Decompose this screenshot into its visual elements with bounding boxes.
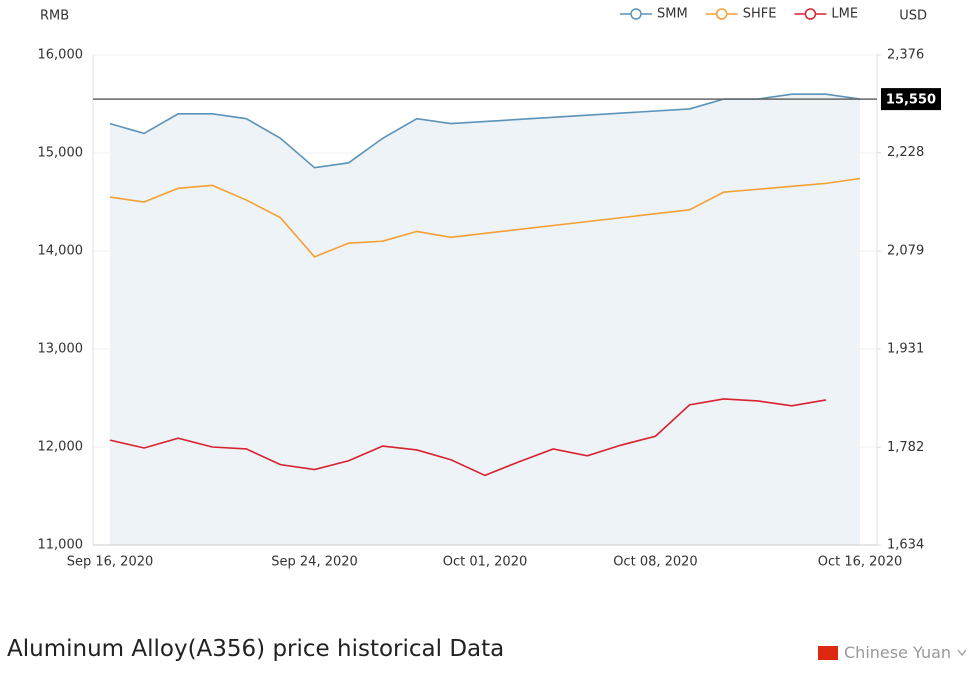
y-tick-label: 14,000: [38, 244, 84, 259]
x-tick-label: Oct 16, 2020: [818, 555, 903, 570]
chart: RMB USD SMMmetal.com11,00012,00013,00014…: [38, 7, 941, 570]
reference-badge: [881, 88, 941, 111]
series-line: [109, 93, 861, 169]
area: [110, 94, 860, 545]
y2-axis-label: USD: [899, 9, 927, 24]
y-axis-label: RMB: [40, 9, 69, 24]
legend-label: SHFE: [743, 7, 777, 22]
x-tick-label: Sep 16, 2020: [67, 555, 154, 570]
series-line: [109, 177, 861, 258]
y2-tick-label: 2,079: [887, 244, 924, 259]
y-tick-label: 13,000: [38, 342, 84, 357]
flag: [818, 645, 838, 660]
y2-tick-label: 1,782: [887, 440, 924, 455]
y-tick-label: 12,000: [38, 440, 84, 455]
y-tick-label: 15,000: [38, 146, 84, 161]
currency-label: Chinese Yuan: [844, 643, 952, 662]
legend-marker: [715, 8, 728, 20]
reference-label: 15,550: [886, 93, 936, 108]
x-tick-label: Sep 24, 2020: [271, 555, 358, 570]
series-line: [109, 398, 827, 477]
x-tick-label: Oct 01, 2020: [443, 555, 528, 570]
legend-marker: [804, 8, 817, 20]
x-tick-label: Oct 08, 2020: [613, 555, 698, 570]
y2-tick-label: 2,228: [887, 145, 924, 160]
legend-marker: [630, 8, 642, 20]
legend-label: SMM: [657, 7, 688, 22]
y-tick-label: 16,000: [38, 48, 84, 63]
legend-label: LME: [831, 7, 858, 22]
y2-tick-label: 1,931: [887, 341, 924, 356]
y2-tick-label: 2,376: [887, 48, 924, 63]
y2-tick-label: 1,634: [887, 538, 924, 553]
y-tick-label: 11,000: [38, 538, 84, 553]
chevron: [957, 649, 967, 656]
section-title: Aluminum Alloy(A356) price historical Da…: [7, 636, 505, 662]
currency-select[interactable]: Chinese Yuan: [818, 643, 967, 662]
